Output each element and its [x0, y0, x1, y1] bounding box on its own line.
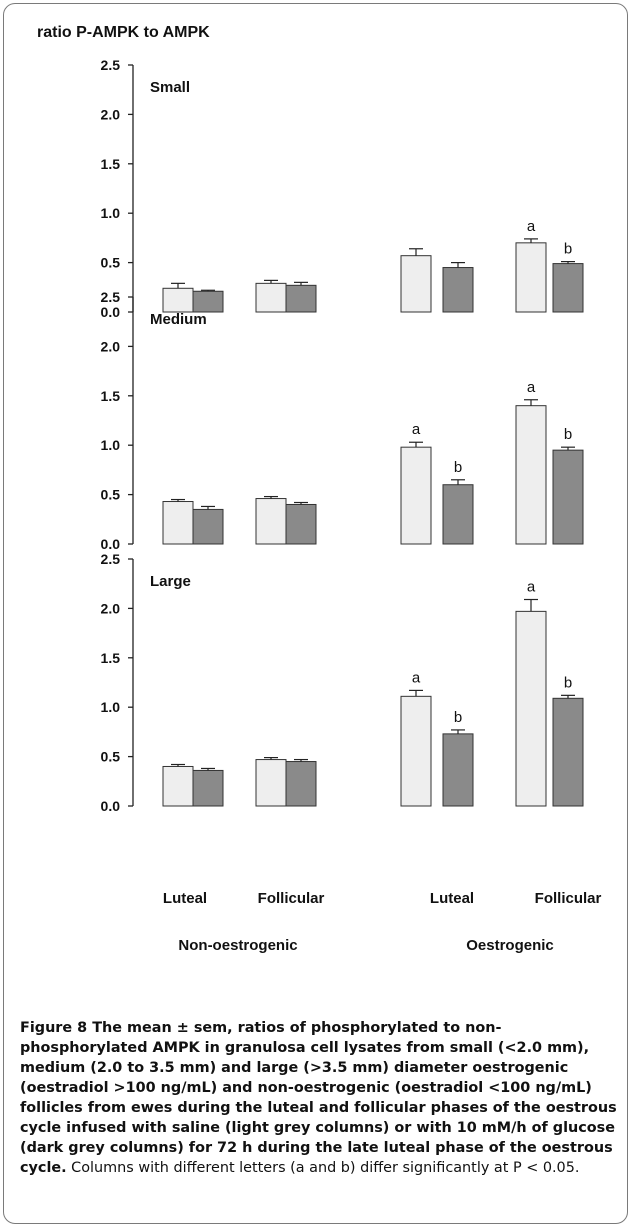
y-tick-label: 1.0: [101, 437, 121, 453]
x-axis-labels: Luteal Follicular Luteal Follicular Non-…: [163, 890, 602, 954]
bar: [192, 508, 224, 545]
bar: [515, 242, 547, 313]
figure-caption: Figure 8 The mean ± sem, ratios of phosp…: [20, 1018, 620, 1178]
y-tick-label: 2.5: [101, 57, 121, 73]
bar: [552, 697, 584, 807]
significance-letter: a: [412, 421, 421, 438]
panel-title: Medium: [150, 311, 207, 328]
significance-letter: b: [564, 426, 572, 443]
y-tick-label: 2.5: [101, 289, 121, 305]
significance-letter: a: [412, 669, 421, 686]
bar: [515, 610, 547, 807]
bar: [400, 446, 432, 545]
significance-letter: a: [527, 579, 536, 596]
y-tick-label: 0.0: [101, 304, 121, 320]
bar: [552, 263, 584, 313]
bar: [442, 267, 474, 313]
y-tick-label: 0.5: [101, 487, 121, 503]
bar: [400, 255, 432, 313]
bar: [162, 765, 194, 807]
y-tick-label: 1.5: [101, 388, 121, 404]
figure-frame: [3, 3, 628, 1224]
y-tick-label: 0.5: [101, 749, 121, 765]
y-tick-label: 1.5: [101, 156, 121, 172]
caption-plain-text: Columns with different letters (a and b)…: [66, 1160, 580, 1176]
bar: [515, 405, 547, 545]
y-tick-label: 2.0: [101, 106, 121, 122]
bar: [255, 498, 287, 545]
significance-letter: a: [527, 218, 536, 235]
y-tick-label: 1.5: [101, 650, 121, 666]
y-tick-label: 2.0: [101, 600, 121, 616]
significance-letter: b: [454, 459, 462, 476]
category-label: Follicular: [258, 890, 325, 907]
y-tick-label: 2.0: [101, 338, 121, 354]
bar: [442, 484, 474, 545]
bar: [442, 733, 474, 807]
bar: [162, 501, 194, 545]
bar: [255, 282, 287, 313]
bar: [255, 759, 287, 807]
bar: [162, 287, 194, 313]
y-tick-label: 1.0: [101, 699, 121, 715]
bar: [552, 449, 584, 545]
chart-panels: 0.0 0.5 1.0 1.5 2.0 2.5 Small a b 0.0 0.5 1.0 1.5 2.0…: [101, 57, 584, 814]
category-label: Follicular: [535, 890, 602, 907]
panel-title: Small: [150, 79, 190, 96]
figure-chart-area: ratio P-AMPK to AMPK 0.0 0.5 1.0 1.5 2.0 2.5 S…: [37, 24, 602, 954]
caption-bold-text: Figure 8 The mean ± sem, ratios of phosp…: [20, 1020, 617, 1176]
group-label: Non-oestrogenic: [178, 937, 297, 954]
category-label: Luteal: [163, 890, 207, 907]
y-tick-label: 0.5: [101, 255, 121, 271]
significance-letter: b: [454, 709, 462, 726]
significance-letter: b: [564, 674, 572, 691]
significance-letter: a: [527, 379, 536, 396]
bar: [192, 290, 224, 313]
panel-title: Large: [150, 573, 191, 590]
bar: [192, 769, 224, 807]
y-tick-label: 0.0: [101, 798, 121, 814]
bar: [285, 761, 317, 807]
y-tick-label: 0.0: [101, 536, 121, 552]
y-tick-label: 1.0: [101, 205, 121, 221]
y-axis-title: ratio P-AMPK to AMPK: [37, 24, 210, 41]
bar: [285, 284, 317, 313]
y-tick-label: 2.5: [101, 551, 121, 567]
category-label: Luteal: [430, 890, 474, 907]
significance-letter: b: [564, 241, 572, 258]
bar: [285, 503, 317, 545]
group-label: Oestrogenic: [466, 937, 554, 954]
bar: [400, 695, 432, 807]
